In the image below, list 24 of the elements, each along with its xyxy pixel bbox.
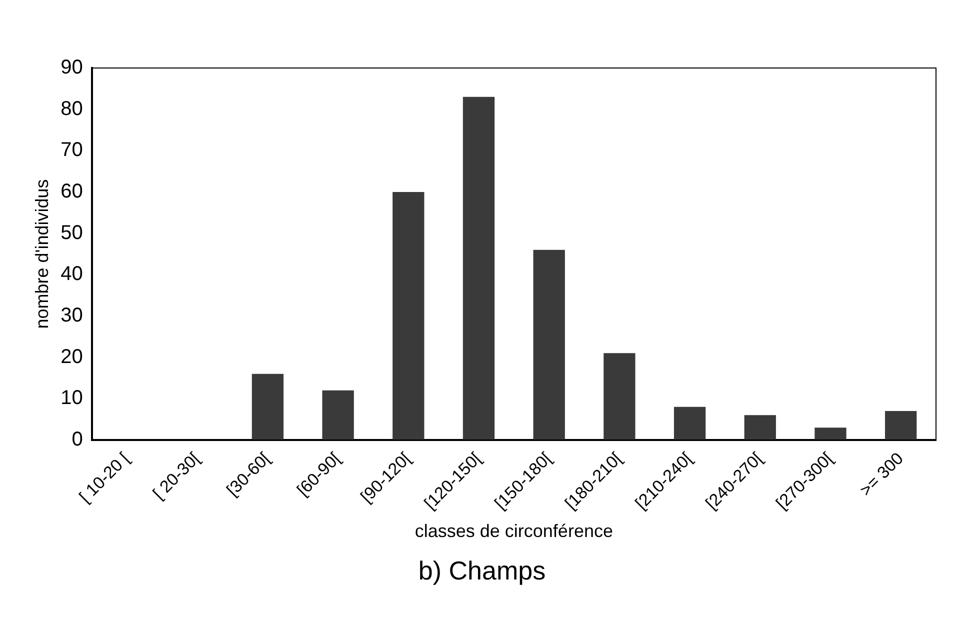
y-tick-label: 0 [72,428,83,450]
y-axis-title: nombre d'individus [32,179,52,329]
bar [252,374,284,440]
y-tick-label: 10 [60,387,83,410]
y-tick-label: 30 [60,304,83,326]
bar [392,192,424,440]
y-tick-label: 40 [60,263,83,286]
y-tick-label: 60 [60,180,83,203]
y-tick-label: 20 [60,346,83,368]
bar [322,390,354,440]
bar [885,411,917,440]
y-tick-label: 50 [60,222,83,244]
bar [674,406,706,440]
y-tick-label: 80 [60,98,83,120]
text: b) Champs [418,556,546,586]
y-tick-label: 90 [60,56,83,79]
y-tick-label: 70 [60,139,83,162]
bar [533,250,565,440]
bar [462,96,495,440]
bar [744,415,776,440]
x-axis-title: classes de circonférence [414,520,613,541]
bar [814,428,846,440]
x-tick-label: >= 300 [856,448,907,500]
bar [604,353,636,440]
